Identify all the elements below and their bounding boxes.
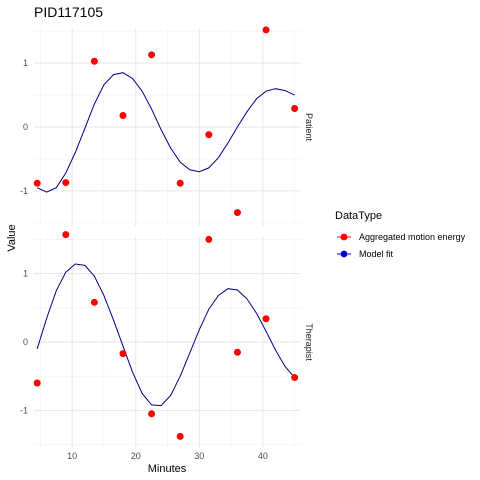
data-point (33, 179, 41, 187)
data-point (62, 179, 70, 187)
y-tick-label: 1 (23, 269, 28, 279)
legend-key-dot (340, 233, 348, 241)
y-tick-label: 0 (23, 122, 28, 132)
grid (34, 28, 301, 226)
data-point (291, 374, 299, 382)
strip-label-patient: Patient (304, 113, 314, 142)
data-points (33, 231, 299, 440)
y-tick-label: -1 (20, 405, 28, 415)
y-tick-label: -1 (20, 186, 28, 196)
data-point (176, 432, 184, 440)
legend-label-motion-energy: Aggregated motion energy (359, 232, 466, 242)
y-ticks: -1 0 1 (20, 58, 28, 196)
y-axis-title: Value (6, 224, 18, 251)
model-fit-line (36, 263, 295, 407)
grid (34, 236, 301, 448)
y-tick-label: 1 (23, 58, 28, 68)
legend-title: DataType (335, 210, 382, 222)
data-point (119, 112, 127, 120)
y-tick-label: 0 (23, 337, 28, 347)
data-point (205, 235, 213, 243)
chart-title: PID117105 (34, 4, 103, 20)
data-points (33, 26, 299, 217)
x-tick-label: 40 (258, 451, 268, 461)
legend-key-dot (340, 250, 348, 258)
x-tick-label: 10 (67, 451, 77, 461)
panel-patient: -1 0 1 Patient (20, 26, 314, 226)
data-point (119, 350, 127, 358)
legend-key-model-fit (337, 250, 351, 258)
data-point (148, 410, 156, 418)
data-point (262, 26, 270, 34)
x-axis-title: Minutes (148, 463, 187, 475)
data-point (262, 315, 270, 323)
legend-label-model-fit: Model fit (359, 249, 394, 259)
data-point (62, 231, 70, 239)
data-point (90, 298, 98, 306)
panel-therapist: -1 0 1 Therapist (20, 231, 314, 448)
data-point (233, 348, 241, 356)
legend-key-motion-energy (337, 233, 351, 241)
x-tick-label: 30 (194, 451, 204, 461)
data-point (176, 179, 184, 187)
y-ticks: -1 0 1 (20, 269, 28, 416)
data-point (33, 379, 41, 387)
data-point (205, 131, 213, 139)
x-ticks: 10 20 30 40 (67, 451, 268, 461)
x-tick-label: 20 (131, 451, 141, 461)
data-point (148, 51, 156, 59)
model-fit-line (36, 72, 295, 193)
data-point (233, 209, 241, 217)
strip-label-therapist: Therapist (304, 323, 314, 361)
data-point (291, 104, 299, 112)
legend: DataType Aggregated motion energy Model … (335, 210, 466, 259)
data-point (90, 57, 98, 65)
